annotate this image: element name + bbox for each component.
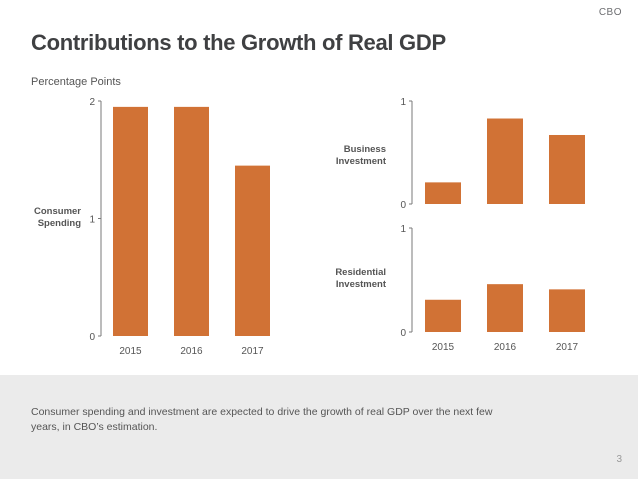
bar — [487, 284, 523, 332]
cbo-logo: CBO — [598, 7, 622, 18]
series-label: Business — [344, 144, 386, 155]
series-label: Investment — [336, 279, 387, 290]
footer-caption: Consumer spending and investment are exp… — [31, 406, 493, 433]
y-tick-label: 0 — [89, 332, 95, 343]
footer-panel: Consumer spending and investment are exp… — [0, 375, 638, 479]
x-tick-label: 2015 — [432, 342, 455, 353]
series-label: Investment — [336, 156, 387, 167]
series-label: Residential — [335, 267, 386, 278]
series-label: Spending — [38, 218, 81, 229]
x-tick-label: 2016 — [180, 346, 203, 357]
bar — [113, 106, 148, 336]
y-tick-label: 0 — [400, 328, 406, 339]
bar — [425, 182, 461, 204]
x-tick-label: 2015 — [119, 346, 142, 357]
bar — [425, 299, 461, 332]
y-tick-label: 1 — [89, 215, 95, 226]
page-number: 3 — [616, 454, 622, 465]
x-tick-label: 2017 — [556, 342, 579, 353]
y-tick-label: 1 — [400, 97, 406, 108]
bar — [549, 134, 585, 204]
x-tick-label: 2017 — [241, 346, 264, 357]
series-label: Consumer — [34, 206, 81, 217]
y-tick-label: 0 — [400, 200, 406, 211]
y-axis-unit-label: Percentage Points — [31, 76, 121, 88]
y-tick-label: 1 — [400, 224, 406, 235]
bar — [235, 165, 270, 336]
bar — [487, 118, 523, 204]
page-title: Contributions to the Growth of Real GDP — [31, 30, 446, 55]
bar — [549, 289, 585, 332]
bar — [174, 106, 209, 336]
y-tick-label: 2 — [89, 97, 95, 108]
x-tick-label: 2016 — [494, 342, 517, 353]
